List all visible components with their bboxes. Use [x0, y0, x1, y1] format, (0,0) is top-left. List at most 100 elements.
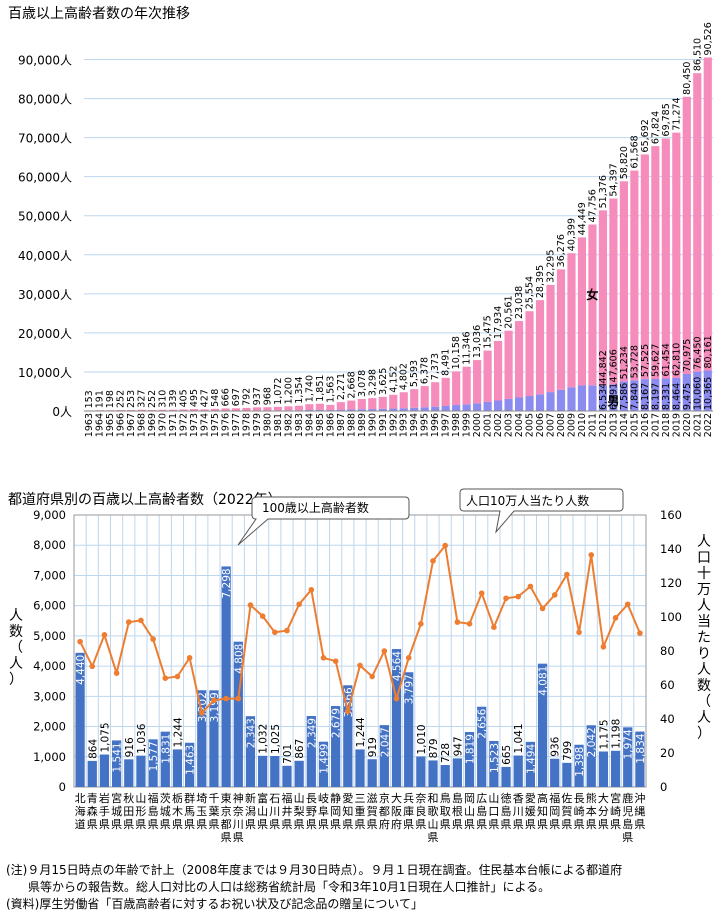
c1-female-label: 70,975: [682, 339, 693, 372]
c2-bar-value-label: 2,679: [331, 708, 343, 738]
c1-xtick-label: 1972: [179, 413, 190, 437]
c1-bar-female: [630, 170, 639, 381]
c1-bar-female: [609, 198, 618, 385]
c1-total-label: 58,820: [619, 146, 630, 179]
c1-bar-male: [473, 403, 482, 411]
c1-xtick-label: 1996: [430, 413, 441, 437]
c1-xtick-label: 1980: [262, 413, 273, 437]
c1-total-label: 666: [221, 388, 232, 406]
c2-rate-point: [113, 670, 120, 676]
c1-male-label: 6,534: [598, 383, 609, 410]
c2-bar-value-label: 1,499: [318, 744, 330, 774]
c1-ytick-label: 30,000人: [18, 288, 72, 302]
c1-bar-female: [284, 406, 293, 411]
c1-bar-female: [567, 253, 576, 388]
c1-total-label: 1,200: [283, 377, 294, 404]
c2-bar-value-label: 3,199: [209, 692, 221, 722]
c1-bar-male: [703, 370, 712, 411]
c2-ytick-right: 120: [660, 576, 682, 590]
c2-rate-point: [418, 621, 424, 627]
c1-bar-female: [200, 409, 209, 411]
c1-bar-female: [127, 410, 136, 411]
c1-series-label-male: 男: [607, 394, 619, 408]
c2-rate-point: [247, 602, 254, 608]
c1-xtick-label: 1999: [462, 413, 473, 437]
c2-bar-value-label: 7,298: [221, 568, 233, 598]
c1-xtick-label: 1987: [336, 413, 347, 437]
c2-bar: [197, 690, 207, 787]
c1-female-label: 53,728: [629, 345, 640, 378]
c1-total-label: 71,274: [671, 97, 682, 130]
note-line-2: 県等からの報告数。総人口対比の人口は総務省統計局「令和3年10月1日現在人口推計…: [28, 880, 551, 894]
c1-xtick-label: 1993: [399, 413, 410, 437]
c1-bar-female: [535, 300, 545, 395]
c1-bar-female: [462, 366, 471, 405]
c2-ytick-right: 60: [660, 678, 675, 692]
c2-bar: [343, 685, 353, 787]
c2-bar: [610, 750, 621, 787]
c1-bar-female: [347, 400, 356, 410]
c1-bar-female: [693, 73, 702, 372]
c1-bar-female: [525, 311, 534, 397]
c1-bar-female: [368, 398, 377, 410]
c1-bar-female: [273, 406, 283, 411]
c2-rate-point: [259, 613, 266, 619]
c2-category-label: 秋田県: [123, 791, 134, 831]
c2-bar: [428, 760, 438, 787]
c2-category-label: 和歌山県: [428, 792, 439, 844]
c1-total-label: 67,824: [650, 111, 661, 144]
c2-rate-point: [308, 587, 315, 593]
c2-bar-value-label: 1,198: [611, 719, 623, 749]
c2-bar: [245, 716, 256, 787]
c2-rate-point: [223, 695, 229, 702]
c1-xtick-label: 2007: [546, 413, 557, 437]
c2-bar-value-label: 799: [562, 741, 574, 761]
c2-bar-value-label: 665: [501, 745, 513, 765]
c2-bar: [440, 764, 450, 787]
c1-total-label: 86,510: [692, 38, 703, 71]
c1-total-label: 80,450: [682, 62, 693, 95]
c2-rate-point: [357, 662, 363, 669]
c2-category-label: 福井県: [281, 791, 292, 831]
c2-category-label: 島根県: [452, 791, 463, 831]
c2-bar: [124, 759, 134, 787]
c2-bar: [87, 760, 97, 787]
c1-bar-female: [221, 408, 230, 411]
c1-bar-male: [598, 385, 608, 411]
c1-xtick-label: 1967: [126, 413, 137, 437]
c1-bar-female: [263, 407, 272, 411]
c2-bar-value-label: 2,349: [306, 718, 318, 748]
c2-bar-value-label: 1,974: [623, 729, 635, 759]
c2-bar-value-label: 1,025: [270, 724, 282, 754]
c1-bar-female: [169, 409, 178, 411]
c1-bar-female: [399, 392, 408, 409]
c2-callout-text-line: 人口10万人当たり人数: [466, 493, 589, 508]
c2-bar: [270, 756, 280, 787]
c1-bar-male: [315, 409, 324, 411]
c1-bar-female: [619, 181, 628, 382]
c2-category-label: 大分県: [598, 791, 609, 831]
c1-bar-female: [504, 330, 513, 399]
c1-total-label: 15,475: [483, 315, 494, 348]
c1-bar-male: [410, 407, 419, 411]
c1-ytick-label: 20,000人: [18, 327, 72, 341]
c1-total-label: 44,449: [577, 202, 588, 235]
c1-bar-male: [588, 385, 597, 411]
c1-xtick-label: 1979: [252, 413, 263, 437]
chart2-title: 都道府県別の百歳以上高齢者数（2022年）: [8, 492, 282, 508]
c2-callout-box-bars: [237, 496, 410, 546]
c1-total-label: 4,152: [388, 366, 399, 393]
c2-ytick-left: 3,000: [33, 689, 66, 703]
c1-xtick-label: 1974: [200, 413, 211, 437]
c2-bar: [537, 663, 548, 787]
c1-xtick-label: 1969: [147, 413, 158, 437]
c2-bar: [355, 749, 365, 787]
c2-rate-point: [369, 673, 375, 680]
c2-ytick-left: 0: [59, 780, 66, 794]
c2-category-label: 広島県: [476, 792, 487, 831]
c2-bar: [184, 742, 195, 787]
c2-category-label: 長崎県: [574, 792, 585, 831]
c2-ytick-right: 140: [660, 542, 682, 556]
c2-bar: [501, 766, 511, 787]
c1-xtick-label: 2004: [514, 413, 525, 437]
